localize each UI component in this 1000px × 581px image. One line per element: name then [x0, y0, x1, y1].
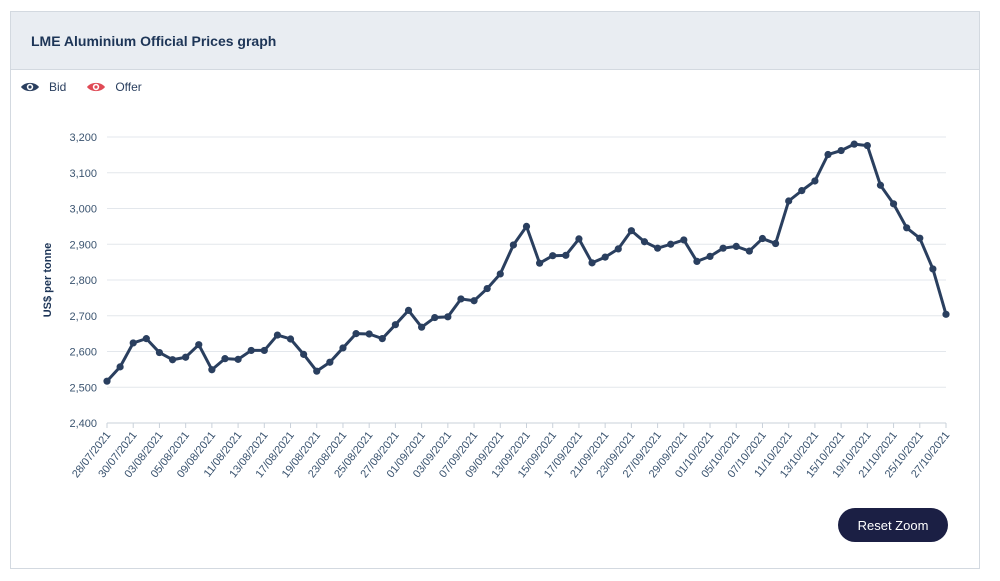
- legend-item-offer[interactable]: Offer: [86, 80, 142, 94]
- y-axis: 2,400 2,500 2,600 2,700 2,800 2,900 3,000 3,100…: [69, 132, 97, 430]
- x-axis: 28/07/202130/07/202103/08/202105/08/2021…: [70, 423, 952, 480]
- data-point[interactable]: [732, 242, 740, 250]
- data-point[interactable]: [221, 355, 229, 363]
- data-point[interactable]: [719, 244, 727, 252]
- data-point[interactable]: [116, 363, 124, 371]
- data-point[interactable]: [103, 377, 111, 385]
- card-title: LME Aluminium Official Prices graph: [31, 32, 277, 49]
- data-point[interactable]: [142, 335, 150, 343]
- data-point[interactable]: [208, 366, 216, 374]
- data-point[interactable]: [195, 341, 203, 349]
- data-point[interactable]: [444, 313, 452, 321]
- grid: [107, 136, 946, 424]
- data-point[interactable]: [234, 355, 242, 363]
- data-point[interactable]: [273, 331, 282, 339]
- eye-icon: [87, 82, 106, 92]
- data-point[interactable]: [575, 235, 583, 243]
- y-tick-label: 3,000: [69, 204, 97, 216]
- data-point[interactable]: [168, 356, 177, 364]
- y-tick-label: 2,900: [69, 239, 97, 251]
- data-point[interactable]: [378, 335, 386, 343]
- data-point[interactable]: [929, 265, 937, 273]
- data-point[interactable]: [824, 150, 832, 159]
- data-point[interactable]: [326, 358, 334, 366]
- data-point[interactable]: [431, 313, 439, 322]
- data-point[interactable]: [457, 295, 465, 303]
- data-point[interactable]: [549, 252, 557, 260]
- data-point[interactable]: [418, 323, 426, 331]
- legend-label-offer: Offer: [115, 80, 142, 94]
- data-point[interactable]: [536, 259, 544, 267]
- eye-icon: [21, 82, 39, 92]
- data-point[interactable]: [811, 177, 819, 185]
- y-tick-label: 2,600: [69, 347, 97, 359]
- legend: Bid Offer: [20, 80, 162, 94]
- data-point[interactable]: [798, 187, 806, 195]
- card-header: LME Aluminium Official Prices graph: [11, 12, 979, 70]
- y-tick-label: 3,100: [69, 168, 97, 180]
- data-point[interactable]: [785, 197, 793, 205]
- data-point[interactable]: [562, 251, 570, 259]
- series-bid: [103, 140, 950, 385]
- data-point[interactable]: [850, 140, 858, 148]
- data-point[interactable]: [509, 241, 517, 249]
- data-point[interactable]: [247, 346, 255, 355]
- data-point[interactable]: [680, 236, 688, 244]
- data-point[interactable]: [365, 330, 373, 338]
- data-point[interactable]: [129, 339, 137, 347]
- y-axis-label: US$ per tonne: [42, 243, 54, 318]
- data-point[interactable]: [876, 181, 885, 189]
- data-point[interactable]: [352, 330, 360, 338]
- data-point[interactable]: [522, 222, 531, 230]
- data-point[interactable]: [889, 200, 898, 208]
- data-point[interactable]: [916, 234, 924, 242]
- data-point[interactable]: [182, 353, 190, 361]
- data-point[interactable]: [483, 284, 491, 293]
- data-point[interactable]: [286, 335, 295, 343]
- chart-card: LME Aluminium Official Prices graph: [10, 11, 980, 569]
- data-point[interactable]: [155, 348, 164, 357]
- data-point[interactable]: [667, 240, 675, 248]
- data-point[interactable]: [706, 252, 714, 261]
- data-point[interactable]: [588, 259, 596, 267]
- data-point[interactable]: [653, 244, 662, 252]
- data-point[interactable]: [745, 247, 753, 255]
- y-tick-label: 2,400: [69, 418, 97, 430]
- series-line-bid: [105, 142, 948, 383]
- data-point[interactable]: [300, 350, 308, 358]
- data-point[interactable]: [614, 245, 622, 253]
- data-point[interactable]: [903, 224, 911, 232]
- data-point[interactable]: [339, 344, 347, 352]
- y-tick-label: 2,700: [69, 311, 97, 323]
- data-point[interactable]: [496, 270, 504, 278]
- data-point[interactable]: [693, 257, 701, 266]
- data-point[interactable]: [391, 321, 400, 329]
- data-point[interactable]: [470, 297, 478, 305]
- y-tick-label: 2,500: [69, 382, 97, 394]
- data-point[interactable]: [627, 227, 635, 235]
- y-tick-label: 3,200: [69, 132, 97, 144]
- data-point[interactable]: [863, 141, 871, 150]
- legend-label-bid: Bid: [49, 80, 67, 94]
- data-point[interactable]: [771, 239, 780, 248]
- data-point[interactable]: [404, 306, 413, 314]
- data-point[interactable]: [313, 367, 321, 375]
- data-point[interactable]: [260, 346, 268, 355]
- data-point[interactable]: [601, 253, 609, 261]
- legend-item-bid[interactable]: Bid: [20, 80, 66, 94]
- reset-zoom-button[interactable]: Reset Zoom: [838, 508, 948, 542]
- data-point[interactable]: [942, 310, 950, 318]
- data-point[interactable]: [837, 146, 845, 155]
- data-point[interactable]: [640, 238, 649, 246]
- data-point[interactable]: [758, 234, 767, 243]
- y-tick-label: 2,800: [69, 275, 97, 287]
